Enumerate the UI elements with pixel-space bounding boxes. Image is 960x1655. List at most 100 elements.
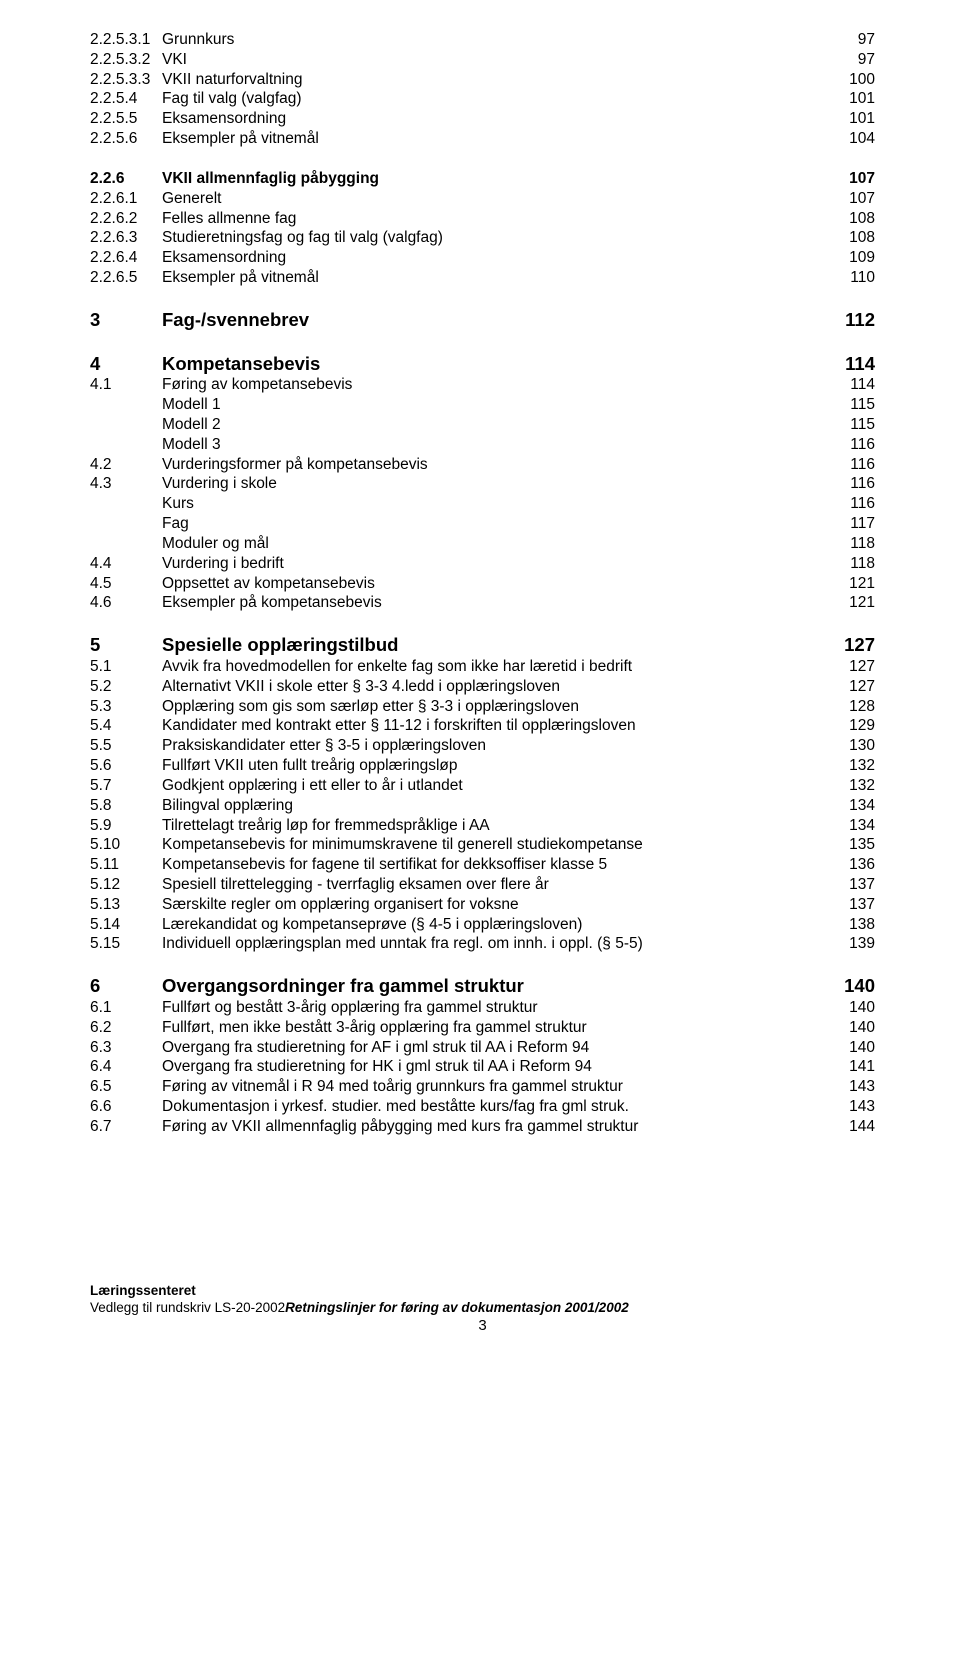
toc-row: 6Overgangsordninger fra gammel struktur1… [90,974,875,998]
toc-number: 6.1 [90,998,162,1018]
toc-page: 107 [825,169,875,189]
toc-page: 117 [825,514,875,534]
toc-number: 6.6 [90,1097,162,1117]
toc-number: 2.2.5.4 [90,89,162,109]
toc-title: Fullført og bestått 3-årig opplæring fra… [162,998,825,1018]
toc-row: 5.9Tilrettelagt treårig løp for fremmeds… [90,816,875,836]
toc-row: 2.2.5.3.1Grunnkurs97 [90,30,875,50]
toc-number: 5.9 [90,816,162,836]
toc-title: VKI [162,50,825,70]
toc-number: 5.3 [90,697,162,717]
toc-number: 2.2.6 [90,169,162,189]
toc-section-3: 3Fag-/svennebrev112 [90,308,875,332]
toc-page: 127 [825,657,875,677]
toc-row: 5.7Godkjent opplæring i ett eller to år … [90,776,875,796]
toc-row: 5.11Kompetansebevis for fagene til serti… [90,855,875,875]
toc-number: 5.6 [90,756,162,776]
toc-row: 6.6Dokumentasjon i yrkesf. studier. med … [90,1097,875,1117]
toc-page: 140 [825,974,875,998]
toc-row: 5.13Særskilte regler om opplæring organi… [90,895,875,915]
toc-row: 6.7Føring av VKII allmennfaglig påbyggin… [90,1117,875,1137]
toc-title: Fag [162,514,825,534]
toc-row: 2.2.5.6Eksempler på vitnemål104 [90,129,875,149]
toc-title: Bilingval opplæring [162,796,825,816]
toc-row: 5.15Individuell opplæringsplan med unnta… [90,934,875,954]
toc-title: Kompetansebevis [162,352,825,376]
toc-row: 4.3Vurdering i skole116 [90,474,875,494]
toc-title: Avvik fra hovedmodellen for enkelte fag … [162,657,825,677]
toc-title: VKII allmennfaglig påbygging [162,169,825,189]
toc-number: 5.15 [90,934,162,954]
toc-page: 127 [825,633,875,657]
toc-row: 5.5Praksiskandidater etter § 3-5 i opplæ… [90,736,875,756]
toc-number: 5.10 [90,835,162,855]
toc-title: Grunnkurs [162,30,825,50]
toc-title: Modell 3 [162,435,825,455]
toc-title: Individuell opplæringsplan med unntak fr… [162,934,825,954]
toc-title: Overgang fra studieretning for AF i gml … [162,1038,825,1058]
toc-title: VKII naturforvaltning [162,70,825,90]
footer: Læringssenteret Vedlegg til rundskriv LS… [90,1282,875,1317]
toc-title: Tilrettelagt treårig løp for fremmedsprå… [162,816,825,836]
toc-row: 5.14Lærekandidat og kompetanseprøve (§ 4… [90,915,875,935]
toc-number: 5.13 [90,895,162,915]
toc-row: 2.2.6.1Generelt107 [90,189,875,209]
toc-number: 5.2 [90,677,162,697]
toc-page: 97 [825,30,875,50]
toc-row: 5.3Opplæring som gis som særløp etter § … [90,697,875,717]
toc-row: Modell 3116 [90,435,875,455]
toc-page: 136 [825,855,875,875]
toc-number: 6.4 [90,1057,162,1077]
toc-title: Spesielle opplæringstilbud [162,633,825,657]
toc-number: 4.4 [90,554,162,574]
toc-page: 115 [825,395,875,415]
toc-number: 5.8 [90,796,162,816]
toc-page: 121 [825,593,875,613]
toc-section-6: 6Overgangsordninger fra gammel struktur1… [90,974,875,1136]
toc-row: Modell 1115 [90,395,875,415]
toc-number: 5.7 [90,776,162,796]
toc-title: Kandidater med kontrakt etter § 11-12 i … [162,716,825,736]
toc-number: 6 [90,974,162,998]
toc-title: Vurderingsformer på kompetansebevis [162,455,825,475]
toc-section: 2.2.6VKII allmennfaglig påbygging1072.2.… [90,169,875,288]
toc-title: Fullført, men ikke bestått 3-årig opplær… [162,1018,825,1038]
toc-number: 2.2.5.3.3 [90,70,162,90]
toc-title: Føring av vitnemål i R 94 med toårig gru… [162,1077,825,1097]
toc-page: 129 [825,716,875,736]
toc-number: 5.14 [90,915,162,935]
toc-page: 121 [825,574,875,594]
toc-page: 116 [825,474,875,494]
toc-title: Føring av kompetansebevis [162,375,825,395]
toc-number: 4.5 [90,574,162,594]
toc-row: 3Fag-/svennebrev112 [90,308,875,332]
toc-row: 2.2.5.4Fag til valg (valgfag)101 [90,89,875,109]
toc-page: 101 [825,109,875,129]
toc-title: Overgang fra studieretning for HK i gml … [162,1057,825,1077]
toc-number: 4.6 [90,593,162,613]
toc-title: Eksempler på vitnemål [162,268,825,288]
toc-page: 134 [825,816,875,836]
toc-row: 5Spesielle opplæringstilbud127 [90,633,875,657]
toc-page: 110 [825,268,875,288]
toc-row: Fag117 [90,514,875,534]
toc-row: 5.2Alternativt VKII i skole etter § 3-3 … [90,677,875,697]
toc-page: 97 [825,50,875,70]
toc-page: 116 [825,455,875,475]
toc-page: 115 [825,415,875,435]
toc-title: Moduler og mål [162,534,825,554]
toc-section-5: 5Spesielle opplæringstilbud1275.1Avvik f… [90,633,875,954]
toc-title: Vurdering i bedrift [162,554,825,574]
toc-page: 116 [825,494,875,514]
toc-page: 134 [825,796,875,816]
toc-title: Eksamensordning [162,248,825,268]
toc-page: 118 [825,554,875,574]
toc-row: Moduler og mål118 [90,534,875,554]
toc-title: Kurs [162,494,825,514]
toc-title: Oppsettet av kompetansebevis [162,574,825,594]
footer-title: Retningslinjer for føring av dokumentasj… [285,1299,629,1316]
toc-title: Modell 2 [162,415,825,435]
toc-number: 2.2.5.6 [90,129,162,149]
toc-row: 5.10Kompetansebevis for minimumskravene … [90,835,875,855]
toc-title: Studieretningsfag og fag til valg (valgf… [162,228,825,248]
